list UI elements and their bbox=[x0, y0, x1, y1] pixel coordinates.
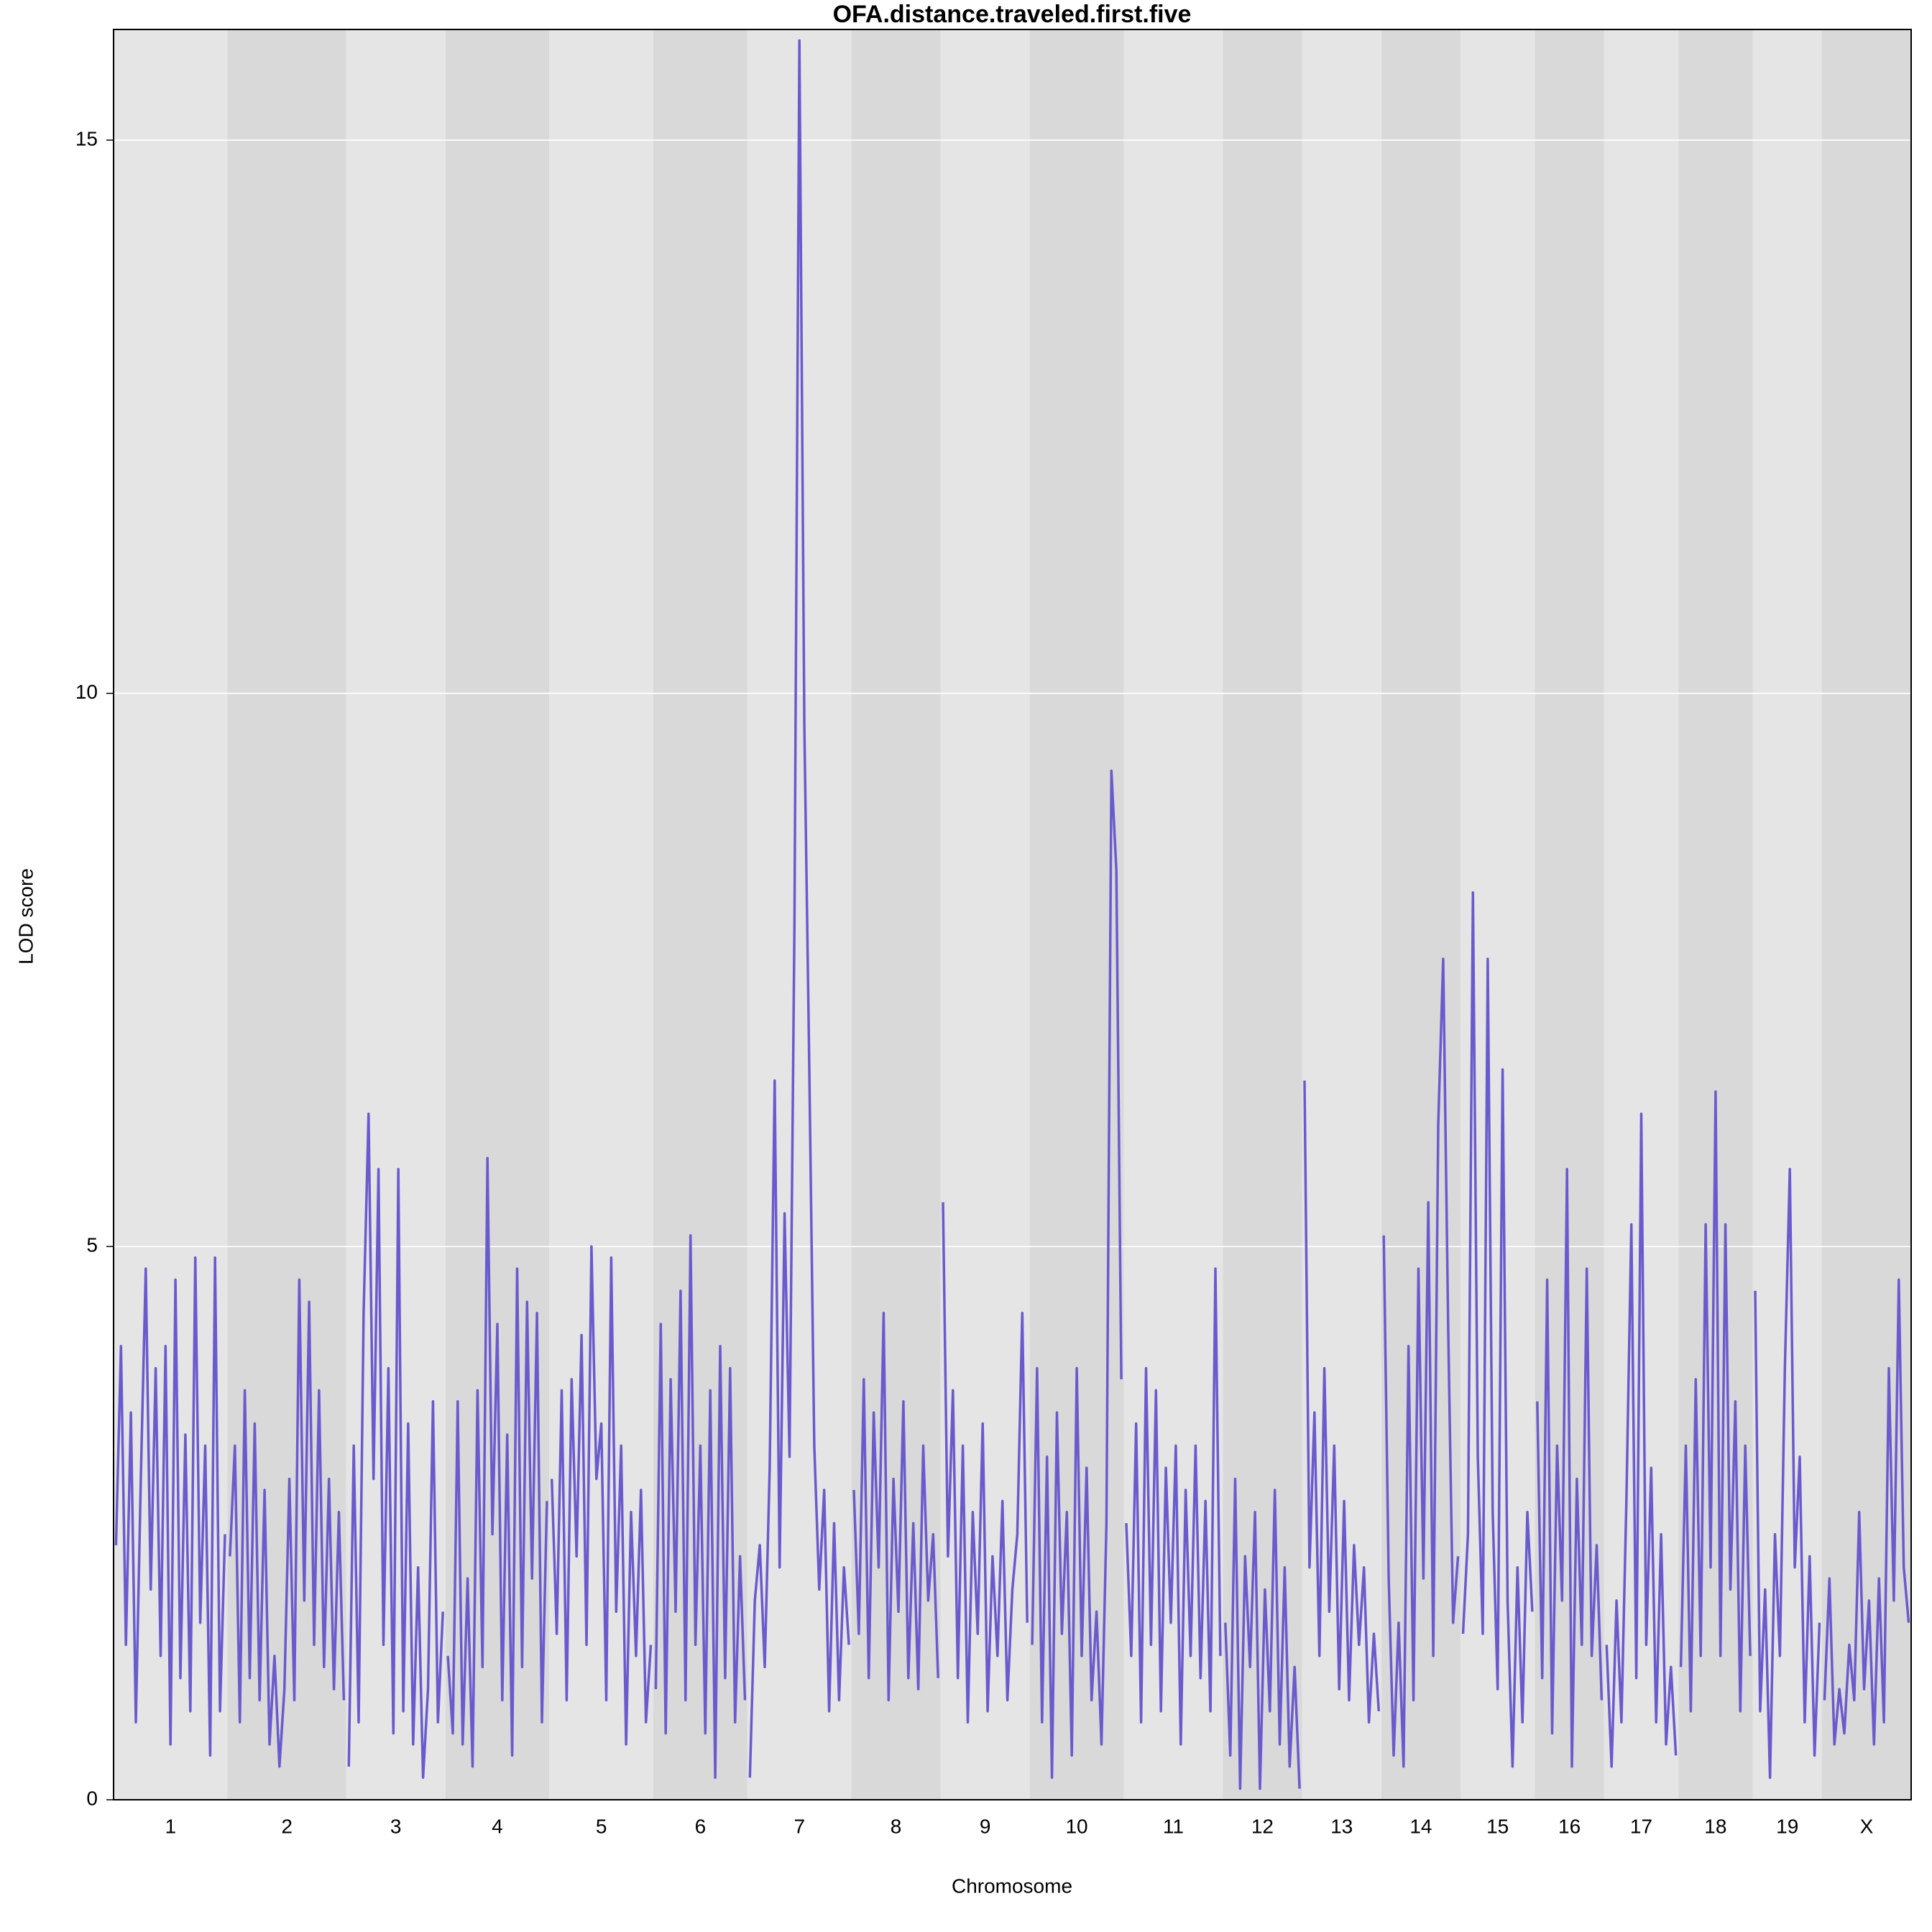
lod-curve bbox=[446, 1156, 548, 1768]
lod-curve bbox=[1823, 1278, 1910, 1746]
x-tick-label: 19 bbox=[1776, 1815, 1798, 1837]
x-tick-label: X bbox=[1860, 1815, 1874, 1837]
x-tick-label: 14 bbox=[1409, 1815, 1432, 1837]
lod-curve bbox=[550, 1245, 653, 1746]
y-axis-label: LOD score bbox=[14, 868, 37, 965]
lod-curve bbox=[1536, 1167, 1604, 1768]
x-tick-label: 15 bbox=[1486, 1815, 1509, 1837]
x-tick-label: 3 bbox=[390, 1815, 402, 1837]
lod-curve bbox=[654, 1234, 747, 1779]
x-tick-label: 1 bbox=[165, 1815, 176, 1837]
chromosome-band bbox=[1381, 29, 1461, 1800]
chromosome-band bbox=[445, 29, 550, 1800]
x-tick-label: 10 bbox=[1065, 1815, 1087, 1837]
chromosome-band bbox=[1604, 29, 1679, 1800]
x-tick-label: 11 bbox=[1163, 1815, 1184, 1837]
x-tick-label: 7 bbox=[794, 1815, 805, 1837]
x-tick-label: 18 bbox=[1704, 1815, 1726, 1837]
x-tick-label: 5 bbox=[596, 1815, 607, 1837]
chromosome-band bbox=[114, 29, 228, 1800]
x-tick-label: 4 bbox=[492, 1815, 503, 1837]
lod-curve bbox=[1031, 769, 1123, 1779]
x-tick-label: 13 bbox=[1330, 1815, 1353, 1837]
lod-curve bbox=[229, 1278, 346, 1768]
y-tick-label: 10 bbox=[75, 681, 98, 703]
lod-curve bbox=[748, 39, 850, 1778]
x-tick-label: 6 bbox=[695, 1815, 707, 1837]
lod-curve bbox=[114, 1256, 226, 1757]
x-axis-label: Chromosome bbox=[952, 1874, 1072, 1897]
chromosome-band bbox=[1752, 29, 1822, 1800]
y-tick-label: 5 bbox=[86, 1234, 98, 1256]
x-tick-label: 16 bbox=[1558, 1815, 1581, 1837]
chromosome-band bbox=[1678, 29, 1753, 1800]
lod-curve bbox=[1303, 1080, 1381, 1724]
lod-curve bbox=[1461, 891, 1534, 1768]
chromosome-band bbox=[549, 29, 653, 1800]
lod-curve bbox=[1605, 1112, 1678, 1768]
lod-curve bbox=[1382, 957, 1460, 1768]
lod-curve bbox=[1679, 1090, 1752, 1713]
x-tick-label: 2 bbox=[281, 1815, 293, 1837]
chart-title: OFA.distance.traveled.first.five bbox=[833, 1, 1192, 28]
lod-curve bbox=[942, 1202, 1029, 1724]
lod-curve bbox=[1224, 1477, 1301, 1790]
y-tick-label: 0 bbox=[86, 1787, 98, 1809]
chromosome-band bbox=[747, 29, 852, 1800]
plot-border bbox=[113, 29, 1912, 1800]
x-tick-label: 17 bbox=[1630, 1815, 1652, 1837]
chromosome-band bbox=[1302, 29, 1381, 1800]
lod-curve bbox=[1125, 1267, 1222, 1746]
x-tick-label: 8 bbox=[891, 1815, 902, 1837]
x-tick-label: 12 bbox=[1251, 1815, 1274, 1837]
y-tick-label: 15 bbox=[75, 127, 98, 150]
lod-curve bbox=[1754, 1167, 1821, 1779]
lod-curve bbox=[852, 1311, 939, 1702]
plot-area bbox=[114, 29, 1911, 1800]
x-tick-label: 9 bbox=[980, 1815, 991, 1837]
chromosome-band bbox=[1821, 29, 1911, 1800]
lod-curve bbox=[347, 1112, 444, 1779]
